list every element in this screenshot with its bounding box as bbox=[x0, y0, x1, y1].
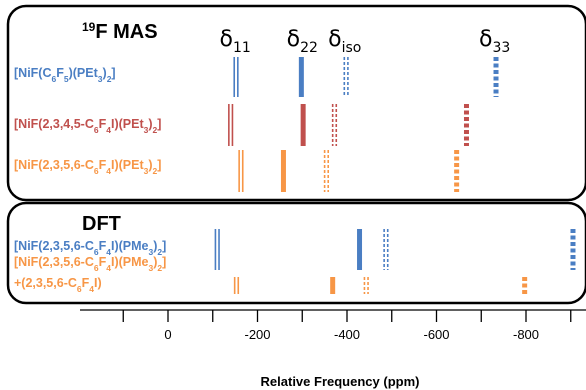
compound-labels: [NiF(C6F5)(PEt3)2][NiF(2,3,4,5-C6F4I)(PE… bbox=[14, 66, 166, 294]
header-delta-symbol: δ bbox=[328, 27, 341, 52]
p1-series-3-label-part: 2 bbox=[153, 166, 158, 176]
p1-series-1-label-part: 3 bbox=[98, 74, 103, 84]
header-delta-subscript: 11 bbox=[233, 40, 251, 56]
p2-series-1-mark-1 bbox=[214, 229, 220, 270]
p2-series-1-label-part: 3 bbox=[149, 247, 154, 257]
p1-series-3-mark-3 bbox=[323, 150, 330, 192]
p1-series-3-label-part: 4 bbox=[106, 166, 111, 176]
p2-series-2-label: [NiF(2,3,5,6-C6F4I)(PMe3)2] bbox=[14, 255, 166, 273]
p2-series-2-label-part: F bbox=[99, 255, 107, 269]
p1-series-1-label-part: F bbox=[56, 66, 64, 80]
header-delta-symbol: δ bbox=[479, 27, 492, 52]
dft-panel-title: DFT bbox=[82, 213, 121, 235]
header-delta-symbol: δ bbox=[219, 27, 232, 52]
shift-marks bbox=[214, 57, 576, 294]
header-delta-33: δ33 bbox=[479, 27, 510, 56]
header-delta-22: δ22 bbox=[287, 27, 318, 56]
p2-series-2-label-part: ) bbox=[153, 255, 157, 269]
header-delta-11: δ11 bbox=[219, 27, 250, 56]
p1-series-3-label-part: I)(PEt bbox=[111, 158, 144, 172]
p2-series-2-label-part: [NiF(2,3,5,6-C bbox=[14, 255, 94, 269]
p2-series-2-label-line2-part: +(2,3,5,6-C bbox=[14, 276, 77, 290]
header-delta-iso: δiso bbox=[328, 27, 361, 56]
x-axis: 0 -200 -400 -600 -800 bbox=[80, 309, 586, 342]
x-tick-label: -800 bbox=[513, 327, 539, 342]
p1-series-2-mark-3 bbox=[331, 104, 338, 146]
mas-title-superscript: 19 bbox=[82, 20, 96, 34]
x-tick-label: -600 bbox=[423, 327, 449, 342]
x-tick-label: 0 bbox=[164, 327, 171, 342]
header-delta-subscript: 33 bbox=[492, 40, 510, 56]
p2-series-2-label-part: 4 bbox=[106, 263, 111, 273]
p1-series-1-label-part: [NiF(C bbox=[14, 66, 52, 80]
p2-series-1-label: [NiF(2,3,5,6-C6F4I)(PMe3)2] bbox=[14, 239, 166, 257]
p2-series-1-label-part: ] bbox=[162, 239, 166, 253]
p1-series-1-label: [NiF(C6F5)(PEt3)2] bbox=[14, 66, 116, 84]
mas-panel-frame bbox=[6, 4, 586, 202]
p1-series-3-label-part: [NiF(2,3,5,6-C bbox=[14, 158, 94, 172]
p1-series-3-label-part: ) bbox=[148, 158, 152, 172]
p1-series-2-label: [NiF(2,3,4,5-C6F4I)(PEt3)2] bbox=[14, 117, 161, 135]
p1-series-1-label-part: 5 bbox=[64, 74, 69, 84]
p1-series-2-label-part: ) bbox=[148, 117, 152, 131]
x-tick-label: -400 bbox=[334, 327, 360, 342]
p2-series-2-label-part: ] bbox=[162, 255, 166, 269]
p2-series-2-label-part: 6 bbox=[94, 263, 99, 273]
column-headers: δ11 δ22 δiso δ33 bbox=[219, 27, 510, 56]
p1-series-3-label-part: F bbox=[99, 158, 107, 172]
mas-panel-title: 19F MAS bbox=[82, 20, 158, 43]
p1-series-3-mark-1 bbox=[238, 150, 244, 192]
p2-series-1-label-part: 4 bbox=[106, 247, 111, 257]
p2-series-1-label-part: ) bbox=[153, 239, 157, 253]
p2-series-2-label-part: I)(PMe bbox=[111, 255, 149, 269]
p1-series-1-label-part: )(PEt bbox=[69, 66, 99, 80]
header-delta-subscript: 22 bbox=[300, 40, 318, 56]
p2-series-1-label-part: F bbox=[99, 239, 107, 253]
header-delta-symbol: δ bbox=[287, 27, 300, 52]
p2-series-2-label-part: 2 bbox=[157, 263, 162, 273]
p1-series-3-label: [NiF(2,3,5,6-C6F4I)(PEt3)2] bbox=[14, 158, 161, 176]
p1-series-1-mark-3 bbox=[343, 57, 349, 97]
p2-series-2-label-line2: +(2,3,5,6-C6F4I) bbox=[14, 276, 102, 294]
p2-series-2-label-line2-part: I) bbox=[94, 276, 102, 290]
p1-series-2-label-part: I)(PEt bbox=[111, 117, 144, 131]
mas-title-text: F MAS bbox=[95, 21, 157, 43]
p1-series-2-label-part: 6 bbox=[94, 125, 99, 135]
p1-series-2-label-part: 2 bbox=[153, 125, 158, 135]
p1-series-2-label-part: [NiF(2,3,4,5-C bbox=[14, 117, 94, 131]
x-tick-label: -200 bbox=[244, 327, 270, 342]
p2-series-1-mark-3 bbox=[383, 229, 389, 270]
p1-series-1-mark-1 bbox=[233, 57, 239, 97]
p2-series-1-label-part: 6 bbox=[94, 247, 99, 257]
p1-series-2-label-part: ] bbox=[157, 117, 161, 131]
p1-series-3-label-part: ] bbox=[157, 158, 161, 172]
header-delta-subscript: iso bbox=[342, 40, 362, 56]
p2-series-1-label-part: I)(PMe bbox=[111, 239, 149, 253]
p1-series-3-label-part: 3 bbox=[144, 166, 149, 176]
p2-series-2-mark-1 bbox=[233, 277, 240, 294]
p2-series-2-label-line2-part: F bbox=[82, 276, 90, 290]
p1-series-1-label-part: 2 bbox=[107, 74, 112, 84]
p2-series-2-label-line2-part: 4 bbox=[89, 284, 94, 294]
p1-series-2-label-part: F bbox=[99, 117, 107, 131]
x-axis-label: Relative Frequency (ppm) bbox=[261, 374, 420, 389]
p1-series-1-label-part: 6 bbox=[52, 74, 57, 84]
p2-series-2-label-part: 3 bbox=[149, 263, 154, 273]
p1-series-3-label-part: 6 bbox=[94, 166, 99, 176]
p1-series-1-label-part: ] bbox=[111, 66, 115, 80]
p2-series-2-mark-3 bbox=[363, 277, 369, 294]
p1-series-2-label-part: 4 bbox=[106, 125, 111, 135]
dft-panel-frame bbox=[6, 201, 586, 305]
p1-series-2-label-part: 3 bbox=[144, 125, 149, 135]
p1-series-1-label-part: ) bbox=[103, 66, 107, 80]
p2-series-2-label-line2-part: 6 bbox=[77, 284, 82, 294]
p2-series-1-label-part: [NiF(2,3,5,6-C bbox=[14, 239, 94, 253]
p1-series-2-mark-1 bbox=[228, 104, 234, 146]
p2-series-1-label-part: 2 bbox=[157, 247, 162, 257]
